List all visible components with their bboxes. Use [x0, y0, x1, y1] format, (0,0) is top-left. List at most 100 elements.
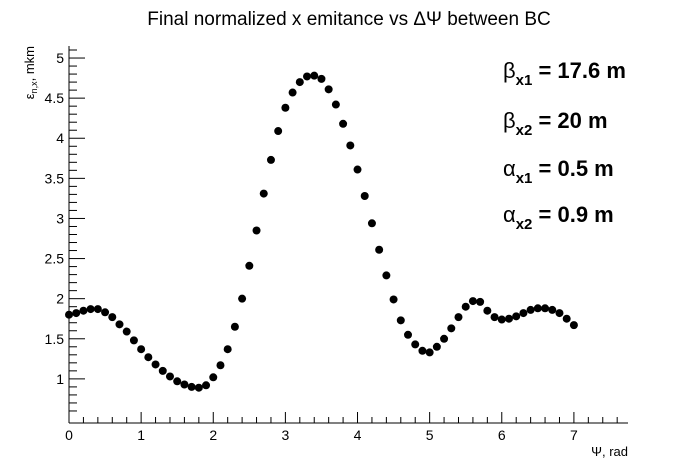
data-point	[367, 219, 376, 228]
data-point	[144, 353, 153, 362]
data-point	[295, 78, 304, 87]
data-point	[137, 345, 146, 354]
x-tick-label: 6	[498, 427, 506, 443]
data-point	[569, 321, 578, 330]
data-point	[447, 324, 456, 333]
y-tick-label: 3	[56, 210, 64, 226]
y-tick-label: 2	[56, 291, 64, 307]
data-point	[202, 381, 211, 390]
data-point	[259, 189, 268, 198]
data-point	[252, 226, 261, 235]
y-axis-subscript: n,x	[29, 81, 39, 94]
data-point	[79, 306, 88, 315]
data-point	[375, 245, 384, 254]
data-point	[418, 346, 427, 355]
parameter-value: = 17.6 m	[532, 58, 626, 83]
y-tick-label: 5	[56, 50, 64, 66]
parameter-value: = 0.9 m	[532, 202, 613, 227]
data-point	[476, 297, 485, 306]
y-tick-label: 2.5	[45, 251, 65, 267]
data-point	[274, 127, 283, 136]
data-point	[288, 88, 297, 97]
data-point	[396, 316, 405, 325]
x-tick-label: 3	[281, 427, 289, 443]
parameter-subscript: x1	[516, 170, 533, 187]
data-point	[425, 348, 434, 357]
data-point	[519, 309, 528, 318]
data-point	[303, 72, 312, 81]
data-point	[454, 313, 463, 322]
data-point	[122, 327, 131, 336]
parameter-subscript: x2	[516, 216, 533, 233]
x-tick-label: 5	[426, 427, 434, 443]
data-point	[346, 141, 355, 150]
data-point	[65, 310, 73, 319]
data-point	[165, 372, 174, 381]
y-axis-unit: , mkm	[22, 46, 37, 81]
data-point	[562, 314, 571, 323]
data-point	[266, 155, 275, 164]
data-point	[115, 320, 124, 329]
data-points	[65, 71, 578, 392]
data-point	[310, 71, 319, 80]
data-point	[512, 312, 521, 321]
x-tick-label: 2	[209, 427, 217, 443]
data-point	[238, 294, 247, 303]
x-tick-label: 4	[354, 427, 362, 443]
parameter-value: = 0.5 m	[532, 156, 613, 181]
data-point	[526, 305, 535, 314]
data-point	[389, 295, 398, 304]
data-point	[548, 305, 557, 314]
data-point	[541, 304, 550, 313]
data-point	[86, 305, 95, 314]
data-point	[108, 313, 117, 322]
parameter-symbol: α	[503, 156, 516, 181]
data-point	[339, 119, 348, 128]
data-point	[468, 297, 477, 306]
x-axis-title: Ψ, rad	[591, 444, 628, 459]
data-point	[245, 261, 254, 270]
parameter-label: αx1 = 0.5 m	[503, 156, 614, 187]
x-tick-label: 1	[137, 427, 145, 443]
data-point	[173, 377, 182, 386]
data-point	[411, 340, 420, 349]
data-point	[490, 313, 499, 322]
data-point	[209, 373, 218, 382]
parameter-label: βx1 = 17.6 m	[503, 58, 626, 89]
data-point	[353, 165, 362, 174]
data-point	[281, 103, 290, 112]
data-point	[360, 191, 369, 200]
data-point	[129, 336, 138, 345]
y-axis-title: εn,x, mkm	[22, 46, 39, 99]
y-tick-label: 4.5	[45, 90, 65, 106]
data-point	[324, 85, 333, 94]
data-point	[504, 314, 513, 323]
parameter-symbol: β	[503, 58, 516, 83]
data-point	[223, 345, 232, 354]
data-point	[382, 271, 391, 280]
data-point	[331, 100, 340, 109]
data-point	[93, 305, 102, 314]
parameter-symbol: β	[503, 108, 516, 133]
x-tick-label: 0	[65, 427, 73, 443]
data-point	[151, 360, 160, 369]
parameter-label: αx2 = 0.9 m	[503, 202, 614, 233]
parameter-symbol: α	[503, 202, 516, 227]
parameter-subscript: x2	[516, 122, 533, 139]
data-point	[461, 302, 470, 311]
parameter-label: βx2 = 20 m	[503, 108, 608, 139]
data-point	[432, 342, 441, 351]
x-tick-label: 7	[570, 427, 578, 443]
data-point	[317, 74, 326, 83]
data-point	[216, 361, 225, 370]
data-point	[194, 383, 203, 392]
y-tick-label: 1.5	[45, 331, 65, 347]
parameter-value: = 20 m	[532, 108, 607, 133]
data-point	[72, 309, 81, 318]
y-tick-label: 4	[56, 130, 64, 146]
data-point	[101, 308, 110, 317]
data-point	[440, 334, 449, 343]
data-point	[158, 366, 167, 375]
